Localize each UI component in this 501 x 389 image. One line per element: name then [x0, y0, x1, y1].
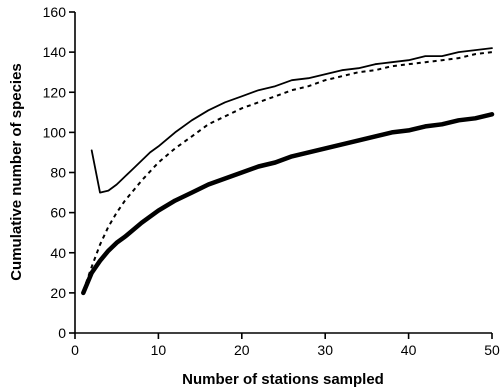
- x-tick-label: 40: [401, 342, 417, 358]
- y-tick-label: 120: [43, 84, 67, 100]
- x-tick-label: 50: [484, 342, 500, 358]
- series-thick-solid-line: [81, 112, 495, 296]
- axes: 0 20 40 60 80 100 120 140 160 0 10 20 30 40 50: [43, 4, 500, 358]
- y-tick-label: 60: [50, 205, 66, 221]
- y-tick-label: 80: [50, 165, 66, 181]
- x-tick-label: 10: [151, 342, 167, 358]
- y-tick-label: 0: [58, 325, 66, 341]
- x-tick-label: 30: [317, 342, 333, 358]
- y-tick-label: 100: [43, 124, 67, 140]
- y-tick-label: 140: [43, 44, 67, 60]
- series-thin-solid-line: [90, 47, 493, 194]
- x-tick-label: 20: [234, 342, 250, 358]
- x-tick-label: 0: [71, 342, 79, 358]
- y-tick-label: 160: [43, 4, 67, 20]
- y-axis-title: Cumulative number of species: [8, 63, 25, 281]
- series-group: [81, 47, 495, 296]
- x-axis-title: Number of stations sampled: [182, 371, 384, 388]
- y-tick-label: 40: [50, 245, 66, 261]
- series-dashed-line: [82, 51, 493, 292]
- y-tick-label: 20: [50, 285, 66, 301]
